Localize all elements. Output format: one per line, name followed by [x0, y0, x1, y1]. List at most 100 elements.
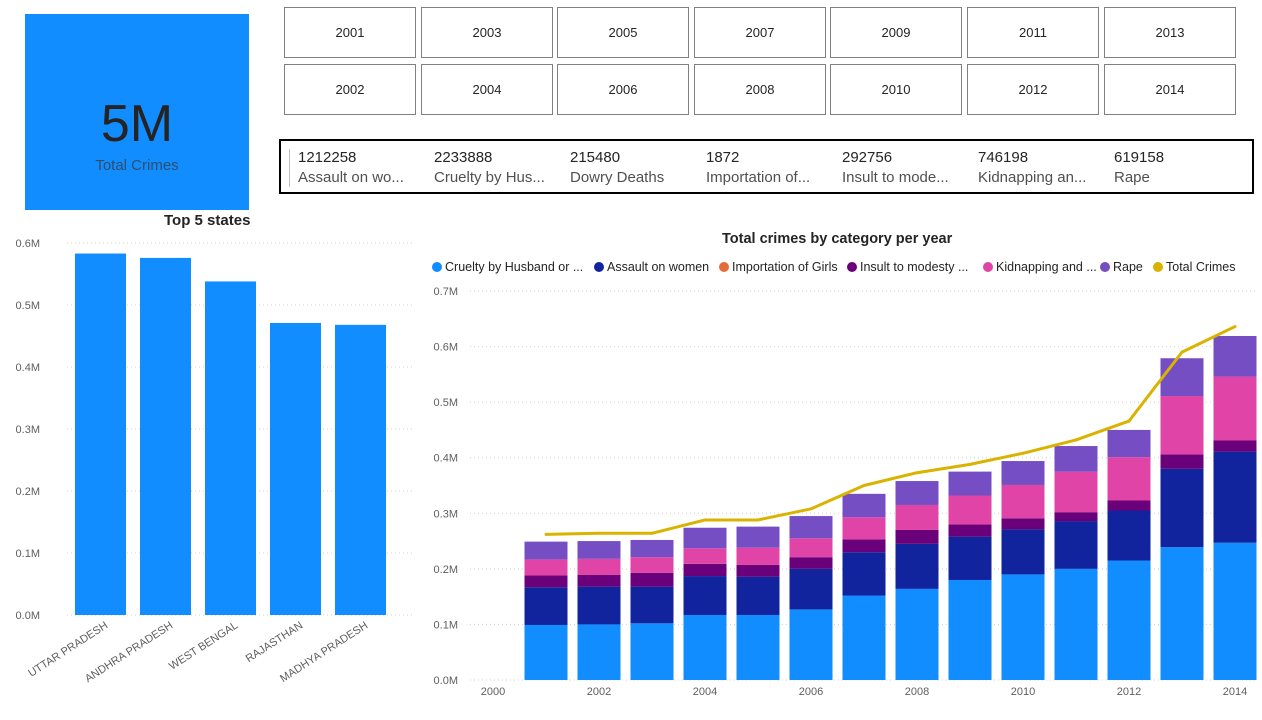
legend-item-kidnapping[interactable]: Kidnapping and ...	[983, 260, 1097, 274]
stacked-bar-segment[interactable]	[948, 495, 992, 525]
stacked-bar-segment[interactable]	[577, 574, 621, 587]
state-bar[interactable]	[140, 257, 191, 615]
stacked-bar-segment[interactable]	[895, 481, 939, 505]
stacked-bar-segment[interactable]	[1160, 454, 1204, 469]
stacked-bar-segment[interactable]	[1107, 510, 1151, 561]
stacked-bar-segment[interactable]	[1054, 568, 1098, 680]
stacked-bar-segment[interactable]	[789, 538, 833, 558]
stacked-bar-segment[interactable]	[577, 558, 621, 575]
stacked-bar-segment[interactable]	[948, 579, 992, 680]
stacked-bar-segment[interactable]	[630, 539, 674, 558]
stacked-bar-segment[interactable]	[736, 547, 780, 565]
state-bar[interactable]	[270, 322, 321, 615]
year-button[interactable]: 2010	[830, 64, 962, 115]
stacked-bar-segment[interactable]	[1054, 512, 1098, 522]
stacked-bar-segment[interactable]	[736, 526, 780, 548]
legend-item-total-crimes[interactable]: Total Crimes	[1153, 260, 1235, 274]
stacked-bar-segment[interactable]	[577, 586, 621, 625]
y-tick-label: 0.2M	[16, 486, 40, 498]
stacked-bar-segment[interactable]	[1054, 521, 1098, 569]
state-bar[interactable]	[205, 281, 256, 615]
stacked-bar-segment[interactable]	[577, 624, 621, 680]
stacked-bar-segment[interactable]	[524, 575, 568, 588]
stacked-bar-segment[interactable]	[1213, 336, 1257, 377]
year-button[interactable]: 2004	[421, 64, 553, 115]
category-card: 619158 Rape	[1114, 149, 1242, 189]
stacked-bar-segment[interactable]	[1213, 376, 1257, 441]
stacked-bar-segment[interactable]	[683, 563, 727, 577]
stacked-bar-segment[interactable]	[1107, 457, 1151, 501]
stacked-bar-segment[interactable]	[683, 576, 727, 615]
year-button[interactable]: 2008	[694, 64, 826, 115]
stacked-bar-segment[interactable]	[842, 493, 886, 518]
stacked-bar-segment[interactable]	[842, 517, 886, 540]
stacked-bar-segment[interactable]	[1107, 429, 1151, 458]
stacked-bar-segment[interactable]	[630, 586, 674, 624]
stacked-bar-segment[interactable]	[630, 572, 674, 587]
stacked-bar-segment[interactable]	[1001, 518, 1045, 530]
legend-item-rape[interactable]: Rape	[1100, 260, 1143, 274]
stacked-bar-segment[interactable]	[842, 552, 886, 596]
stacked-bar-segment[interactable]	[1213, 451, 1257, 543]
stacked-bar-segment[interactable]	[1160, 358, 1204, 397]
stacked-bar-segment[interactable]	[1001, 484, 1045, 519]
stacked-bar-segment[interactable]	[895, 529, 939, 544]
year-button[interactable]: 2003	[421, 7, 553, 58]
stacked-bar-segment[interactable]	[789, 557, 833, 569]
year-button[interactable]: 2014	[1104, 64, 1236, 115]
stacked-bar-segment[interactable]	[1213, 542, 1257, 680]
stacked-bar-segment[interactable]	[1160, 547, 1204, 680]
stacked-bar-segment[interactable]	[1213, 440, 1257, 452]
year-button[interactable]: 2001	[284, 7, 416, 58]
stacked-bar-segment[interactable]	[1054, 446, 1098, 472]
stacked-bar-segment[interactable]	[736, 576, 780, 615]
stacked-bar-segment[interactable]	[842, 595, 886, 680]
legend-item-insult[interactable]: Insult to modesty ...	[847, 260, 968, 274]
stacked-bar-segment[interactable]	[524, 587, 568, 625]
stacked-bar-segment[interactable]	[789, 516, 833, 539]
state-bar[interactable]	[75, 253, 126, 615]
year-button[interactable]: 2012	[967, 64, 1099, 115]
state-bar[interactable]	[335, 324, 386, 615]
stacked-bar-segment[interactable]	[948, 471, 992, 496]
top-states-title: Top 5 states	[164, 212, 251, 229]
stacked-bar-segment[interactable]	[736, 564, 780, 577]
stacked-bar-segment[interactable]	[789, 568, 833, 610]
stacked-bar-segment[interactable]	[736, 614, 780, 680]
stacked-bar-segment[interactable]	[895, 543, 939, 589]
year-button[interactable]: 2006	[557, 64, 689, 115]
stacked-bar-segment[interactable]	[948, 536, 992, 580]
year-button[interactable]: 2009	[830, 7, 962, 58]
year-button[interactable]: 2005	[557, 7, 689, 58]
stacked-bar-segment[interactable]	[948, 524, 992, 537]
stacked-bar-segment[interactable]	[1001, 529, 1045, 575]
stacked-bar-segment[interactable]	[524, 559, 568, 576]
stacked-bar-segment[interactable]	[842, 539, 886, 553]
year-button[interactable]: 2007	[694, 7, 826, 58]
stacked-bar-segment[interactable]	[683, 548, 727, 564]
stacked-bar-segment[interactable]	[1160, 396, 1204, 455]
legend-item-assault[interactable]: Assault on women	[594, 260, 709, 274]
stacked-bar-segment[interactable]	[895, 588, 939, 680]
stacked-bar-segment[interactable]	[630, 623, 674, 680]
stacked-bar-segment[interactable]	[1001, 461, 1045, 485]
stacked-bar-segment[interactable]	[1107, 560, 1151, 680]
legend-item-cruelty[interactable]: Cruelty by Husband or ...	[432, 260, 583, 274]
stacked-bar-segment[interactable]	[524, 624, 568, 680]
stacked-bar-segment[interactable]	[683, 614, 727, 680]
stacked-bar-segment[interactable]	[1160, 468, 1204, 548]
stacked-bar-segment[interactable]	[630, 557, 674, 573]
year-button[interactable]: 2002	[284, 64, 416, 115]
stacked-bar-segment[interactable]	[1107, 500, 1151, 511]
legend-item-importation[interactable]: Importation of Girls	[719, 260, 838, 274]
stacked-bar-segment[interactable]	[789, 609, 833, 680]
stacked-bar-segment[interactable]	[1054, 471, 1098, 513]
stacked-bar-segment[interactable]	[577, 541, 621, 559]
stacked-bar-segment[interactable]	[895, 504, 939, 530]
card-value: 619158	[1114, 149, 1165, 166]
year-button[interactable]: 2011	[967, 7, 1099, 58]
stacked-bar-segment[interactable]	[683, 527, 727, 549]
stacked-bar-segment[interactable]	[524, 541, 568, 560]
year-button[interactable]: 2013	[1104, 7, 1236, 58]
stacked-bar-segment[interactable]	[1001, 574, 1045, 680]
